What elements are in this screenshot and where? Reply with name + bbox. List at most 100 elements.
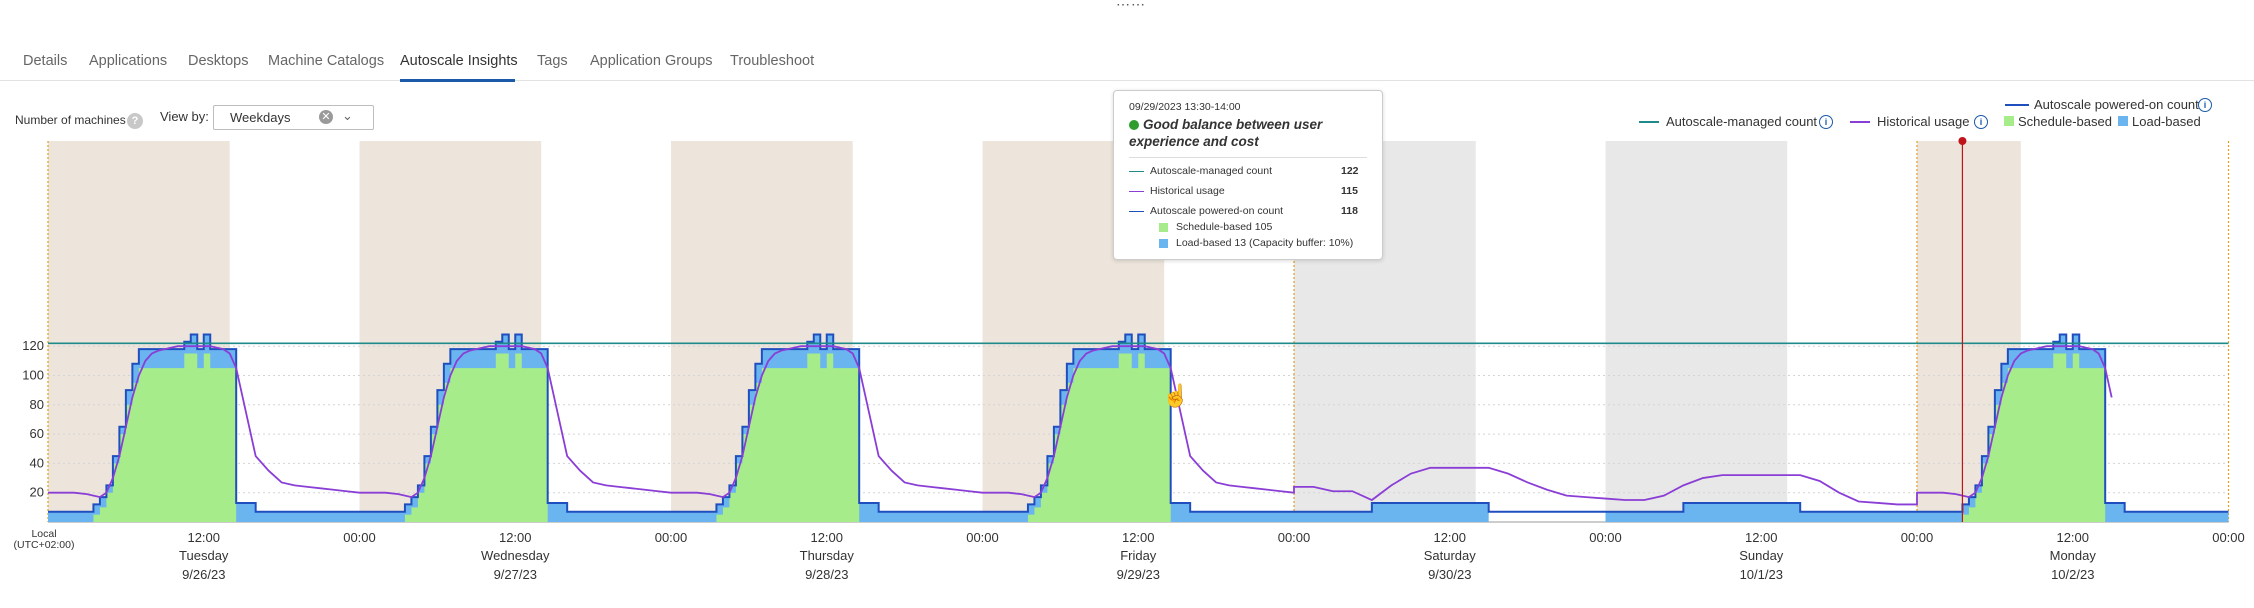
help-icon[interactable]: ? bbox=[127, 113, 143, 129]
y-tick-label: 100 bbox=[22, 368, 44, 383]
x-tick-day: Tuesday bbox=[179, 548, 229, 563]
tooltip-row-powered: Autoscale powered-on count 118 bbox=[1129, 205, 1369, 219]
x-tick-day: Thursday bbox=[800, 548, 855, 563]
tooltip-managed-label: Autoscale-managed count bbox=[1150, 165, 1272, 177]
x-tick-time: 00:00 bbox=[1589, 530, 1622, 545]
tooltip-divider bbox=[1129, 157, 1367, 158]
x-axis-labels: 12:00 Tuesday 9/26/23 00:00 12:00 Wednesday 9/… bbox=[14, 528, 2245, 582]
legend-historical-label: Historical usage bbox=[1877, 114, 1970, 129]
legend-powered-label: Autoscale powered-on count bbox=[2034, 97, 2199, 112]
y-tick-label: 40 bbox=[30, 455, 44, 470]
tooltip-row-schedule: Schedule-based 105 bbox=[1129, 221, 1369, 235]
x-tick-date: 9/27/23 bbox=[494, 567, 537, 582]
tooltip-powered-swatch bbox=[1129, 211, 1144, 213]
x-tick-date: 10/1/23 bbox=[1740, 567, 1783, 582]
tooltip-managed-swatch bbox=[1129, 171, 1144, 173]
tab-tags[interactable]: Tags bbox=[537, 53, 568, 69]
x-tick-date: 10/2/23 bbox=[2051, 567, 2094, 582]
y-axis-title: Number of machines bbox=[15, 113, 126, 127]
x-tick-time: 12:00 bbox=[810, 530, 843, 545]
legend-schedule-label: Schedule-based bbox=[2018, 114, 2112, 129]
tab-machine-catalogs[interactable]: Machine Catalogs bbox=[268, 53, 385, 69]
view-by-label: View by: bbox=[160, 109, 209, 124]
x-tick-time: 12:00 bbox=[2056, 530, 2089, 545]
tooltip-powered-value: 118 bbox=[1341, 205, 1358, 217]
x-tick-time: 00:00 bbox=[966, 530, 999, 545]
clear-icon[interactable]: ✕ bbox=[319, 110, 333, 124]
x-tick-time: 00:00 bbox=[343, 530, 376, 545]
x-tick-time: 00:00 bbox=[1278, 530, 1311, 545]
managed-info-icon[interactable]: i bbox=[1819, 115, 1833, 129]
schedule-based-area bbox=[671, 353, 879, 522]
tooltip-schedule-swatch bbox=[1159, 223, 1168, 232]
hand-cursor-icon: ☝ bbox=[1162, 383, 1190, 408]
tab-application-groups[interactable]: Application Groups bbox=[590, 53, 713, 69]
legend-managed-label: Autoscale-managed count bbox=[1666, 114, 1818, 129]
x-tick-date: 9/26/23 bbox=[182, 567, 225, 582]
tooltip-historical-label: Historical usage bbox=[1150, 185, 1225, 197]
legend-load-swatch bbox=[2118, 116, 2128, 126]
y-tick-label: 60 bbox=[30, 426, 44, 441]
load-based-area bbox=[1294, 502, 1489, 522]
tab-autoscale-insights[interactable]: Autoscale Insights bbox=[400, 53, 518, 69]
historical-usage-line bbox=[48, 345, 2113, 506]
schedule-based-area bbox=[1917, 353, 2125, 522]
x-tick-day: Monday bbox=[2050, 548, 2097, 563]
y-tick-label: 120 bbox=[22, 338, 44, 353]
tab-details[interactable]: Details bbox=[23, 53, 68, 69]
capacity-areas bbox=[48, 333, 2229, 522]
schedule-based-area bbox=[48, 353, 256, 522]
schedule-based-area bbox=[982, 353, 1191, 522]
legend-load-label: Load-based bbox=[2132, 114, 2201, 129]
x-tick-date: 9/30/23 bbox=[1428, 567, 1471, 582]
tooltip-row-historical: Historical usage 115 bbox=[1129, 185, 1369, 199]
chart-tooltip: 09/29/2023 13:30-14:00 Good balance betw… bbox=[1113, 90, 1383, 260]
tooltip-powered-label: Autoscale powered-on count bbox=[1150, 205, 1284, 217]
x-tick-day: Sunday bbox=[1739, 548, 1784, 563]
x-tick-day: Friday bbox=[1120, 548, 1157, 563]
tooltip-historical-value: 115 bbox=[1341, 185, 1358, 197]
tab-applications[interactable]: Applications bbox=[89, 53, 168, 69]
x-tick-time: 12:00 bbox=[1122, 530, 1155, 545]
x-tick-day: Saturday bbox=[1424, 548, 1477, 563]
legend-historical-swatch bbox=[1850, 121, 1870, 123]
historical-info-icon[interactable]: i bbox=[1974, 115, 1988, 129]
tooltip-row-load: Load-based 13 (Capacity buffer: 10%) bbox=[1129, 237, 1369, 251]
tooltip-load-label: Load-based 13 (Capacity buffer: 10%) bbox=[1176, 237, 1354, 249]
view-by-select[interactable]: Weekdays ✕ ⌄ bbox=[213, 105, 374, 130]
tooltip-schedule-label: Schedule-based 105 bbox=[1176, 221, 1273, 233]
x-tick-time: 12:00 bbox=[1745, 530, 1778, 545]
x-tick-time: 12:00 bbox=[1433, 530, 1466, 545]
legend-schedule-swatch bbox=[2004, 116, 2014, 126]
schedule-based-area bbox=[359, 353, 568, 522]
y-tick-label: 20 bbox=[30, 485, 44, 500]
x-tick-time: 12:00 bbox=[187, 530, 220, 545]
powered-info-icon[interactable]: i bbox=[2198, 98, 2212, 112]
timezone-label: (UTC+02:00) bbox=[14, 539, 75, 551]
chevron-down-icon[interactable]: ⌄ bbox=[342, 108, 353, 123]
tab-desktops[interactable]: Desktops bbox=[188, 53, 249, 69]
x-tick-time: 00:00 bbox=[1901, 530, 1934, 545]
y-tick-label: 80 bbox=[30, 397, 44, 412]
legend-managed-swatch bbox=[1639, 121, 1659, 123]
legend-powered-swatch bbox=[2005, 104, 2029, 106]
tooltip-load-swatch bbox=[1159, 239, 1168, 248]
x-tick-time: 00:00 bbox=[2212, 530, 2245, 545]
x-tick-day: Wednesday bbox=[481, 548, 550, 563]
top-bar: ⋯⋯ bbox=[0, 0, 2254, 30]
tooltip-row-managed: Autoscale-managed count 122 bbox=[1129, 165, 1369, 179]
x-tick-time: 00:00 bbox=[655, 530, 688, 545]
status-dot-icon bbox=[1129, 120, 1139, 130]
tab-bar: Details Applications Desktops Machine Catal… bbox=[0, 44, 2254, 82]
tooltip-date: 09/29/2023 13:30-14:00 bbox=[1129, 101, 1241, 113]
background-shading bbox=[48, 141, 2021, 522]
x-tick-date: 9/28/23 bbox=[805, 567, 848, 582]
view-by-value: Weekdays bbox=[230, 110, 291, 125]
active-tab-indicator bbox=[400, 79, 515, 82]
weekend-shade bbox=[1605, 141, 1788, 522]
tab-troubleshoot[interactable]: Troubleshoot bbox=[730, 53, 815, 69]
drag-handle-icon[interactable]: ⋯⋯ bbox=[1116, 0, 1146, 12]
x-tick-time: 12:00 bbox=[499, 530, 532, 545]
x-tick-date: 9/29/23 bbox=[1117, 567, 1160, 582]
